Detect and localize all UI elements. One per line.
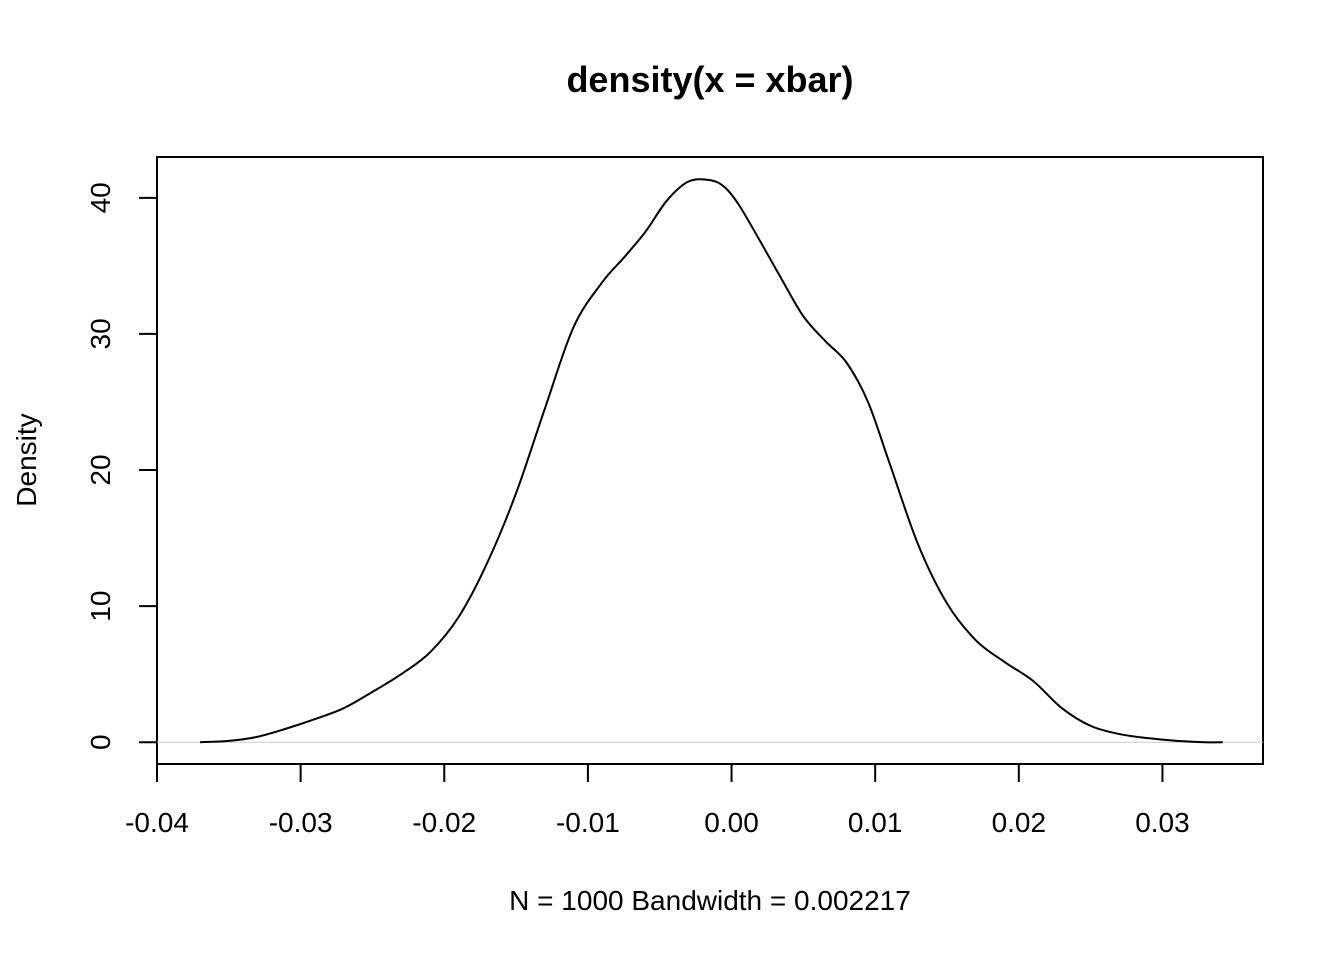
y-tick-label: 10 <box>85 591 116 622</box>
y-tick-label: 30 <box>85 318 116 349</box>
y-tick-label: 20 <box>85 454 116 485</box>
x-axis-label: N = 1000 Bandwidth = 0.002217 <box>509 885 911 916</box>
density-curve <box>200 178 1223 744</box>
x-tick-label: 0.03 <box>1135 807 1190 838</box>
y-tick-label: 40 <box>85 182 116 213</box>
chart-title: density(x = xbar) <box>566 59 853 100</box>
x-tick-label: 0.01 <box>848 807 903 838</box>
x-axis: -0.04 -0.03 -0.02 -0.01 0.00 0.01 0.02 0.03 <box>125 763 1190 838</box>
plot-frame <box>156 156 1264 765</box>
y-tick-label: 0 <box>85 734 116 750</box>
x-tick-label: 0.00 <box>704 807 759 838</box>
x-tick-label: -0.03 <box>269 807 333 838</box>
x-tick-label: -0.01 <box>556 807 620 838</box>
y-axis-label: Density <box>11 413 42 506</box>
y-axis: 0 10 20 30 40 <box>85 182 158 750</box>
x-tick-label: -0.04 <box>125 807 189 838</box>
x-tick-label: -0.02 <box>412 807 476 838</box>
x-tick-label: 0.02 <box>992 807 1047 838</box>
